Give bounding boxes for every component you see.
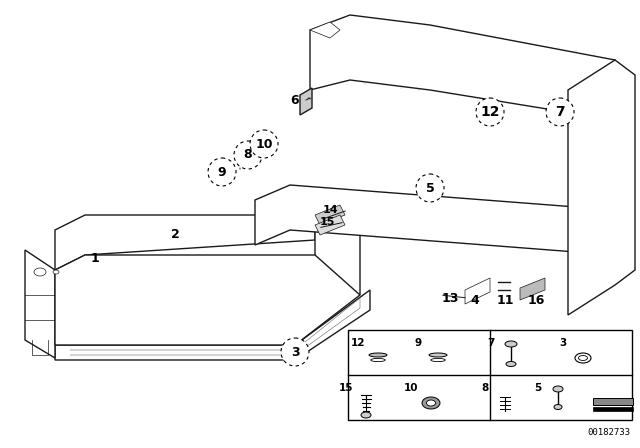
Text: 00182733: 00182733 (587, 428, 630, 437)
Polygon shape (315, 215, 360, 295)
Text: 15: 15 (339, 383, 353, 393)
Circle shape (281, 338, 309, 366)
Text: 7: 7 (487, 338, 495, 348)
Polygon shape (55, 290, 370, 360)
Text: 8: 8 (481, 383, 488, 393)
Ellipse shape (429, 353, 447, 357)
Text: 6: 6 (291, 94, 300, 107)
Text: 9: 9 (218, 165, 227, 178)
Polygon shape (593, 407, 633, 411)
Text: 12: 12 (351, 338, 365, 348)
Polygon shape (310, 22, 340, 38)
Text: 15: 15 (319, 217, 335, 227)
Ellipse shape (505, 341, 517, 347)
Ellipse shape (426, 400, 435, 406)
Ellipse shape (369, 353, 387, 357)
Text: 10: 10 (404, 383, 419, 393)
Text: 11: 11 (496, 293, 514, 306)
Ellipse shape (554, 405, 562, 409)
Polygon shape (55, 215, 315, 270)
Text: 3: 3 (291, 345, 300, 358)
Circle shape (250, 130, 278, 158)
Ellipse shape (553, 386, 563, 392)
Text: 5: 5 (426, 181, 435, 194)
Circle shape (416, 174, 444, 202)
Polygon shape (593, 398, 633, 405)
Polygon shape (465, 278, 490, 304)
Text: 4: 4 (470, 293, 479, 306)
Circle shape (234, 141, 262, 169)
Text: 9: 9 (415, 338, 422, 348)
Circle shape (546, 98, 574, 126)
Ellipse shape (506, 362, 516, 366)
Ellipse shape (579, 356, 588, 361)
Text: 7: 7 (555, 105, 565, 119)
Text: 3: 3 (559, 338, 566, 348)
Polygon shape (255, 185, 615, 255)
Polygon shape (315, 205, 345, 225)
Text: 1: 1 (91, 251, 99, 264)
Polygon shape (520, 278, 545, 300)
Text: 13: 13 (442, 292, 459, 305)
Polygon shape (315, 215, 345, 235)
Polygon shape (310, 15, 615, 120)
Polygon shape (25, 250, 55, 358)
Circle shape (476, 98, 504, 126)
Text: 2: 2 (171, 228, 179, 241)
Ellipse shape (53, 270, 59, 274)
Text: 8: 8 (244, 148, 252, 161)
Ellipse shape (34, 268, 46, 276)
Text: 12: 12 (480, 105, 500, 119)
Text: 10: 10 (255, 138, 273, 151)
Text: 5: 5 (534, 383, 541, 393)
Polygon shape (55, 255, 360, 345)
Polygon shape (568, 60, 635, 315)
Ellipse shape (371, 358, 385, 362)
Ellipse shape (575, 353, 591, 363)
Bar (348, 330, 632, 420)
Circle shape (208, 158, 236, 186)
Text: 14: 14 (322, 205, 338, 215)
Ellipse shape (361, 412, 371, 418)
Ellipse shape (431, 358, 445, 362)
Text: 16: 16 (527, 293, 545, 306)
Ellipse shape (422, 397, 440, 409)
Polygon shape (300, 88, 312, 115)
